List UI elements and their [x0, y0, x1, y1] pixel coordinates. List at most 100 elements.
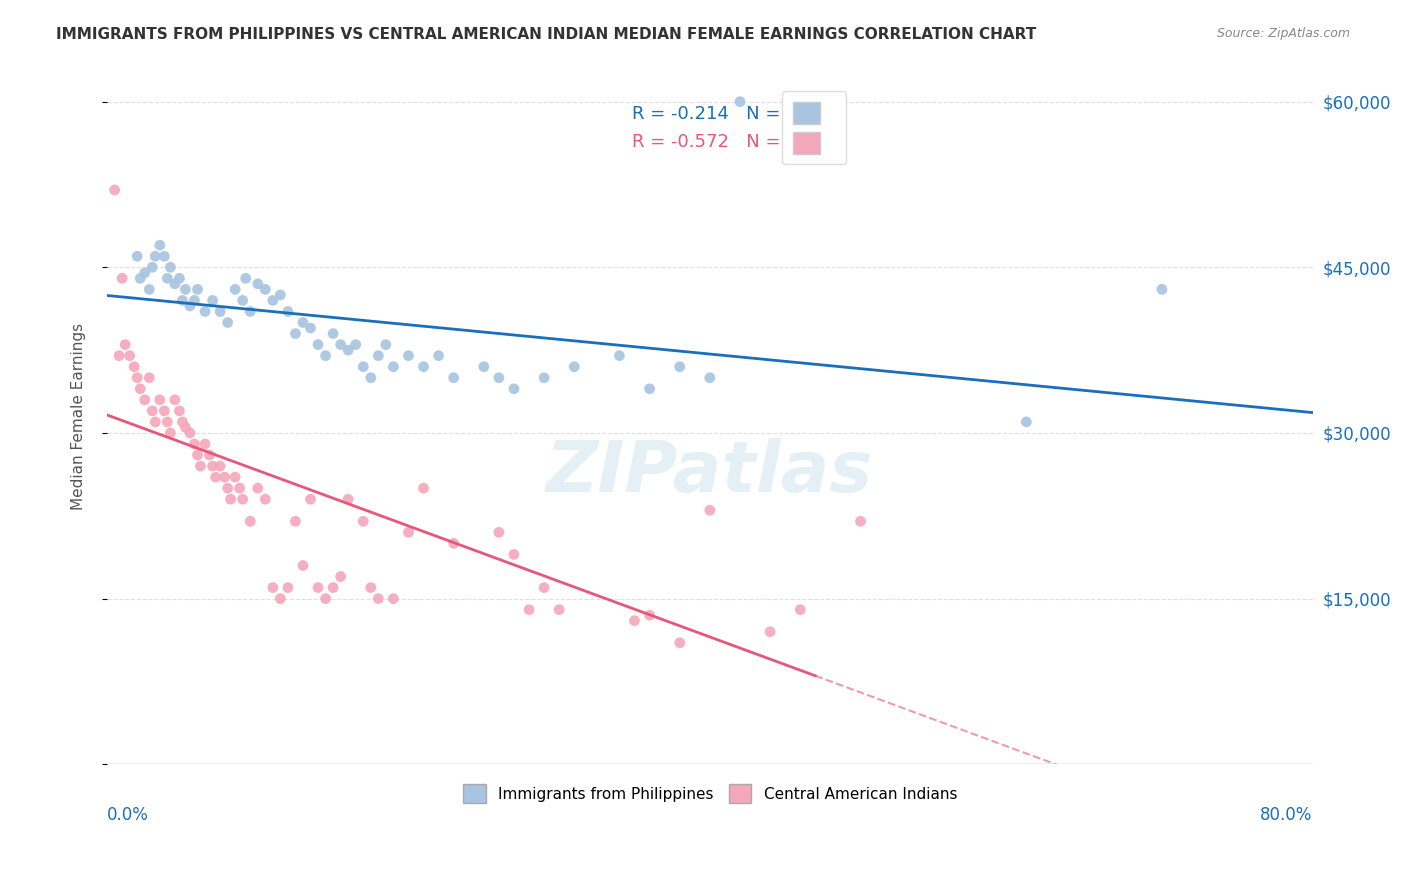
Point	[427, 349, 450, 363]
Point	[232, 293, 254, 308]
Point	[149, 392, 172, 407]
Point	[186, 448, 208, 462]
Point	[169, 404, 191, 418]
Point	[374, 337, 396, 351]
Point	[472, 359, 495, 374]
Text: Source: ZipAtlas.com: Source: ZipAtlas.com	[1216, 27, 1350, 40]
Point	[143, 415, 166, 429]
Point	[307, 337, 329, 351]
Point	[122, 359, 145, 374]
Point	[398, 349, 420, 363]
Point	[219, 492, 242, 507]
Point	[382, 359, 405, 374]
Point	[194, 437, 217, 451]
Point	[699, 503, 721, 517]
Point	[141, 260, 163, 275]
Point	[277, 581, 299, 595]
Point	[352, 359, 374, 374]
Point	[299, 492, 322, 507]
Point	[638, 608, 661, 623]
Text: R = -0.572   N = 68: R = -0.572 N = 68	[631, 133, 808, 151]
Point	[562, 359, 585, 374]
Point	[382, 591, 405, 606]
Point	[322, 581, 344, 595]
Point	[153, 404, 176, 418]
Point	[548, 602, 571, 616]
Point	[533, 581, 555, 595]
Point	[163, 277, 186, 291]
Point	[149, 238, 172, 252]
Point	[246, 277, 269, 291]
Point	[291, 316, 314, 330]
Point	[699, 370, 721, 384]
Point	[232, 492, 254, 507]
Point	[138, 282, 160, 296]
Point	[503, 382, 526, 396]
Point	[179, 299, 201, 313]
Point	[190, 459, 212, 474]
Point	[239, 514, 262, 528]
Point	[224, 470, 246, 484]
Point	[228, 481, 250, 495]
Point	[134, 392, 156, 407]
Point	[217, 316, 239, 330]
Point	[209, 304, 232, 318]
Point	[118, 349, 141, 363]
Point	[329, 569, 352, 583]
Point	[239, 304, 262, 318]
Point	[108, 349, 131, 363]
Point	[329, 337, 352, 351]
Point	[360, 581, 382, 595]
Point	[1015, 415, 1038, 429]
Text: 0.0%: 0.0%	[107, 806, 149, 824]
Point	[299, 321, 322, 335]
Point	[638, 382, 661, 396]
Point	[209, 459, 232, 474]
Point	[367, 591, 389, 606]
Point	[488, 370, 510, 384]
Point	[1150, 282, 1173, 296]
Point	[179, 425, 201, 440]
Point	[277, 304, 299, 318]
Point	[235, 271, 257, 285]
Point	[172, 415, 194, 429]
Point	[533, 370, 555, 384]
Point	[224, 282, 246, 296]
Point	[488, 525, 510, 540]
Point	[262, 581, 284, 595]
Point	[254, 282, 277, 296]
Point	[194, 304, 217, 318]
Point	[246, 481, 269, 495]
Point	[337, 492, 360, 507]
Point	[269, 288, 291, 302]
Point	[111, 271, 134, 285]
Point	[127, 370, 149, 384]
Point	[623, 614, 645, 628]
Point	[337, 343, 360, 358]
Point	[201, 459, 224, 474]
Point	[129, 382, 152, 396]
Point	[322, 326, 344, 341]
Point	[129, 271, 152, 285]
Legend: Immigrants from Philippines, Central American Indians: Immigrants from Philippines, Central Ame…	[453, 775, 966, 813]
Point	[174, 282, 197, 296]
Point	[159, 260, 181, 275]
Point	[201, 293, 224, 308]
Point	[517, 602, 540, 616]
Point	[443, 370, 465, 384]
Point	[262, 293, 284, 308]
Point	[186, 282, 208, 296]
Point	[269, 591, 291, 606]
Point	[163, 392, 186, 407]
Point	[291, 558, 314, 573]
Point	[789, 602, 811, 616]
Point	[503, 548, 526, 562]
Point	[204, 470, 226, 484]
Point	[367, 349, 389, 363]
Point	[138, 370, 160, 384]
Point	[344, 337, 367, 351]
Point	[156, 415, 179, 429]
Point	[114, 337, 136, 351]
Point	[159, 425, 181, 440]
Point	[172, 293, 194, 308]
